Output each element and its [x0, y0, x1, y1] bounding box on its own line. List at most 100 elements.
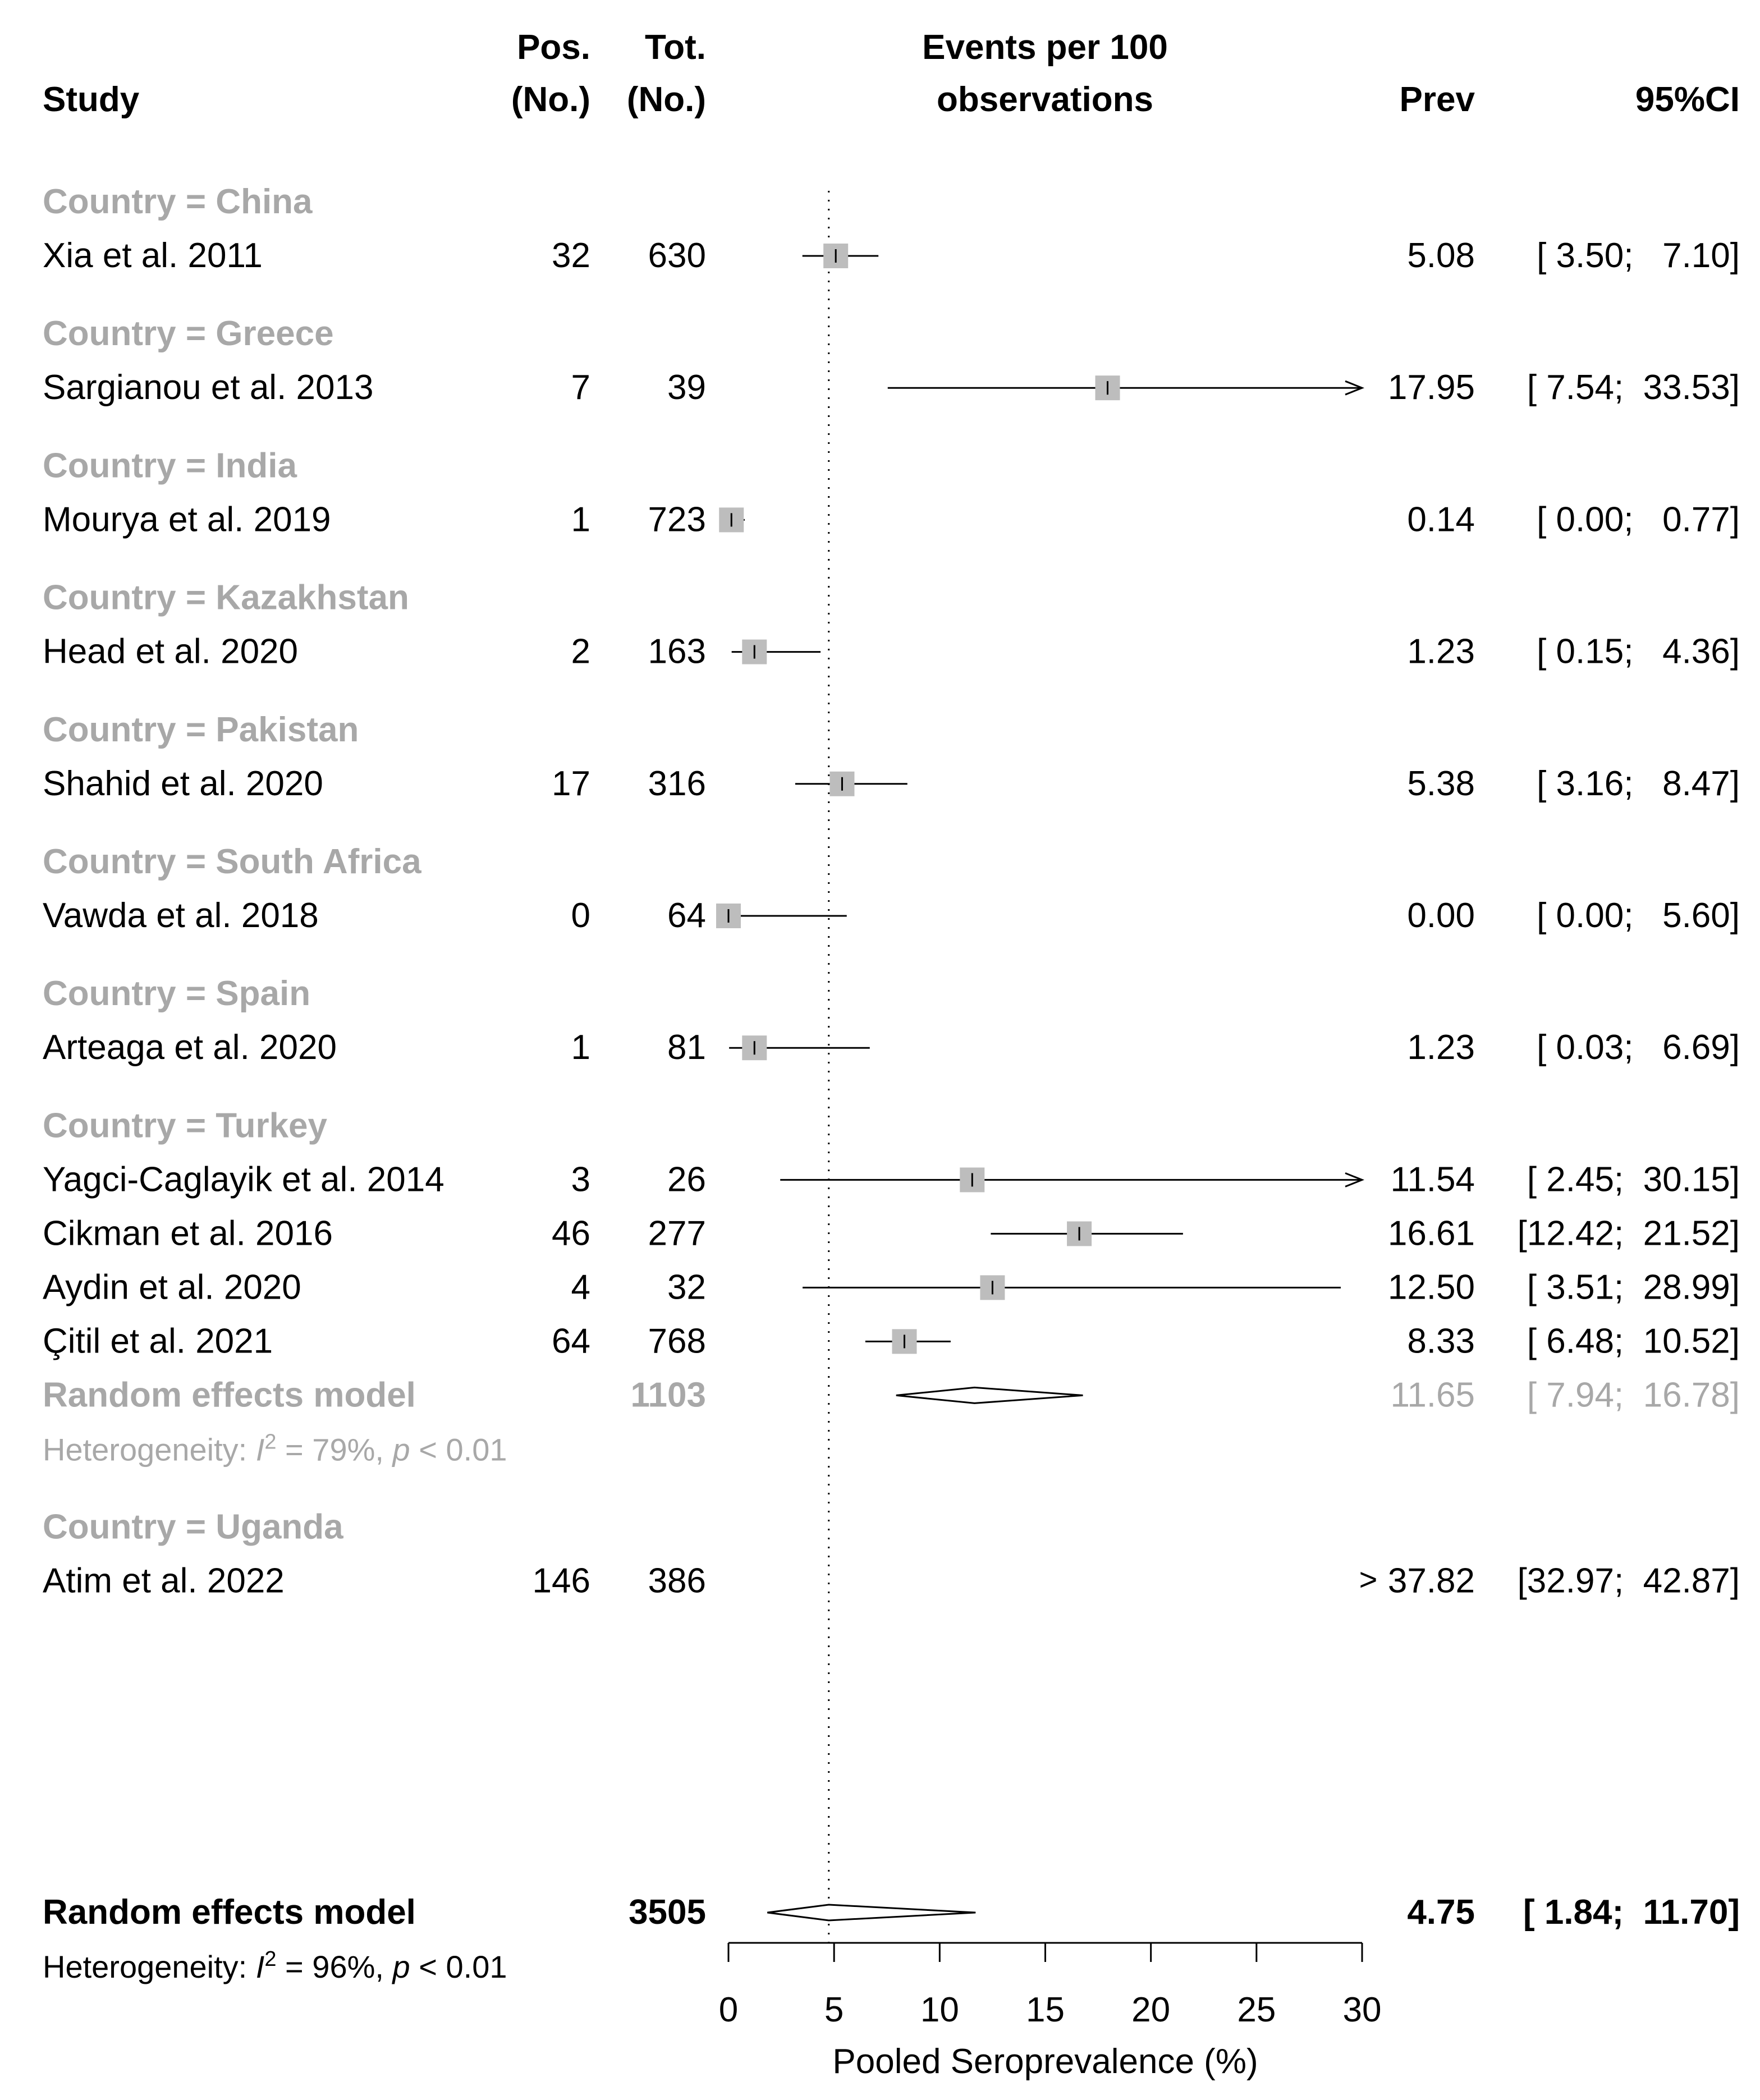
pos-count: 0 [571, 896, 590, 935]
heterogeneity-p: p [392, 1432, 410, 1467]
ci-value: [ 7.54; 33.53] [1527, 368, 1740, 407]
ci-value: [ 0.00; 5.60] [1537, 896, 1740, 935]
tot-count: 277 [648, 1214, 706, 1253]
subgroup-diamond [896, 1386, 1083, 1404]
tot-count: 39 [667, 368, 706, 407]
off-scale-marker: > [1359, 1562, 1378, 1597]
pos-count: 1 [571, 500, 590, 539]
heterogeneity-p: p [392, 1949, 410, 1984]
ci-value: [32.97; 42.87] [1518, 1562, 1740, 1601]
study-name: Çitil et al. 2021 [43, 1322, 273, 1360]
study-name: Vawda et al. 2018 [43, 896, 319, 935]
header-events-line1: Events per 100 [922, 28, 1168, 67]
ci-value: [ 0.03; 6.69] [1537, 1028, 1740, 1067]
x-tick-label: 25 [1237, 1991, 1276, 2029]
ci-value: [ 6.48; 10.52] [1527, 1322, 1740, 1360]
heterogeneity-value: = 96%, [276, 1949, 392, 1984]
heterogeneity-prefix: Heterogeneity: [43, 1949, 256, 1984]
ci-value: [ 7.94; 16.78] [1527, 1375, 1740, 1414]
heterogeneity-sup: 2 [264, 1430, 276, 1454]
prevalence-value: 0.14 [1407, 500, 1475, 539]
overall-model-label: Random effects model [43, 1893, 416, 1932]
x-tick-label: 15 [1026, 1991, 1065, 2029]
pos-count: 32 [552, 236, 590, 275]
study-name: Mourya et al. 2019 [43, 500, 331, 539]
pos-count: 64 [552, 1322, 590, 1360]
tot-count: 64 [667, 896, 706, 935]
ci-value: [ 3.50; 7.10] [1537, 236, 1740, 275]
prevalence-value: 37.82 [1388, 1562, 1475, 1601]
header-events-line2: observations [937, 80, 1153, 119]
overall-total: 3505 [629, 1893, 706, 1932]
heterogeneity-value: = 79%, [276, 1432, 392, 1467]
group-label: Country = Kazakhstan [43, 579, 409, 617]
study-name: Aydin et al. 2020 [43, 1268, 301, 1306]
ci-arrow [1345, 380, 1365, 396]
x-tick-label: 5 [824, 1991, 844, 2029]
group-label: Country = China [43, 182, 313, 221]
prevalence-value: 4.75 [1407, 1893, 1475, 1932]
group-label: Country = Spain [43, 974, 310, 1013]
prevalence-value: 5.38 [1407, 764, 1475, 803]
prevalence-value: 8.33 [1407, 1322, 1475, 1360]
prevalence-value: 0.00 [1407, 896, 1475, 935]
prevalence-value: 1.23 [1407, 632, 1475, 671]
prevalence-value: 12.50 [1388, 1268, 1475, 1306]
header-prev: Prev [1400, 80, 1475, 119]
overall-heterogeneity: Heterogeneity: I2 = 96%, p < 0.01 [43, 1947, 507, 1984]
tot-count: 316 [648, 764, 706, 803]
tot-count: 723 [648, 500, 706, 539]
header-tot-line1: Tot. [645, 28, 706, 67]
tot-count: 32 [667, 1268, 706, 1306]
study-name: Yagci-Caglayik et al. 2014 [43, 1160, 444, 1199]
heterogeneity-sup: 2 [264, 1947, 276, 1971]
tot-count: 386 [648, 1562, 706, 1601]
study-name: Arteaga et al. 2020 [43, 1028, 337, 1067]
header-pos-line2: (No.) [511, 80, 590, 119]
ci-value: [12.42; 21.52] [1518, 1214, 1740, 1253]
ci-value: [ 3.51; 28.99] [1527, 1268, 1740, 1306]
overall-diamond [767, 1904, 976, 1922]
study-name: Xia et al. 2011 [43, 236, 263, 275]
pos-count: 17 [552, 764, 590, 803]
group-label: Country = South Africa [43, 842, 421, 881]
prevalence-value: 11.65 [1390, 1375, 1475, 1414]
prevalence-value: 5.08 [1407, 236, 1475, 275]
header-ci: 95%CI [1635, 80, 1740, 119]
tot-count: 630 [648, 236, 706, 275]
pos-count: 7 [571, 368, 590, 407]
header-tot-line2: (No.) [627, 80, 706, 119]
ci-value: [ 0.00; 0.77] [1537, 500, 1740, 539]
header-pos-line1: Pos. [517, 28, 590, 67]
tot-count: 81 [667, 1028, 706, 1067]
heterogeneity-i2: I [256, 1949, 265, 1984]
prevalence-value: 11.54 [1390, 1160, 1475, 1199]
pos-count: 1 [571, 1028, 590, 1067]
study-name: Atim et al. 2022 [43, 1562, 285, 1601]
subgroup-model-label: Random effects model [43, 1375, 416, 1414]
subgroup-total: 1103 [630, 1375, 706, 1414]
header-study: Study [43, 80, 140, 119]
heterogeneity-prefix: Heterogeneity: [43, 1432, 256, 1467]
x-tick-label: 0 [719, 1991, 738, 2029]
pos-count: 4 [571, 1268, 590, 1306]
ci-value: [ 0.15; 4.36] [1537, 632, 1740, 671]
x-tick-label: 20 [1131, 1991, 1170, 2029]
study-name: Sargianou et al. 2013 [43, 368, 373, 407]
pos-count: 146 [533, 1562, 590, 1601]
ci-arrow [1345, 1172, 1365, 1187]
pos-count: 3 [571, 1160, 590, 1199]
heterogeneity-tail: < 0.01 [410, 1432, 507, 1467]
heterogeneity-tail: < 0.01 [410, 1949, 507, 1984]
study-name: Head et al. 2020 [43, 632, 298, 671]
prevalence-value: 16.61 [1388, 1214, 1475, 1253]
tot-count: 163 [648, 632, 706, 671]
group-label: Country = Uganda [43, 1508, 343, 1547]
ci-value: [ 2.45; 30.15] [1527, 1160, 1740, 1199]
group-label: Country = Pakistan [43, 710, 359, 749]
prevalence-value: 1.23 [1407, 1028, 1475, 1067]
subgroup-heterogeneity: Heterogeneity: I2 = 79%, p < 0.01 [43, 1430, 507, 1467]
pos-count: 2 [571, 632, 590, 671]
heterogeneity-i2: I [256, 1432, 265, 1467]
